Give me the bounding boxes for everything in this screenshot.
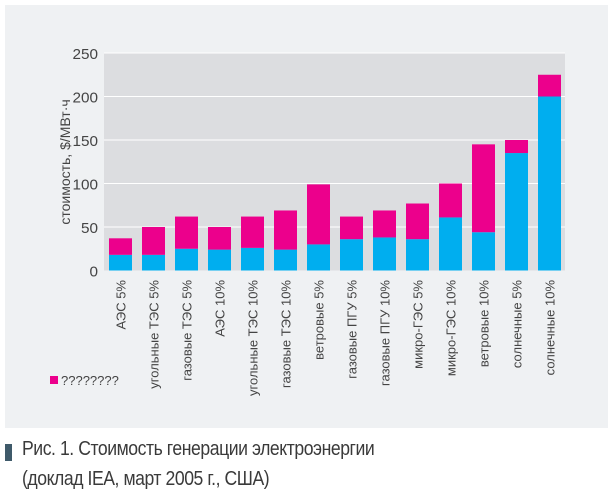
bar-extra xyxy=(142,227,165,255)
x-tick-label: газовые ПГУ 10% xyxy=(378,280,393,386)
bar-base xyxy=(109,254,132,271)
bar-base xyxy=(307,244,330,271)
y-tick-label: 150 xyxy=(73,133,99,150)
bar-base xyxy=(340,239,363,271)
x-tick-label: угольные ТЭС 5% xyxy=(147,280,162,389)
bar-extra xyxy=(208,227,231,250)
x-tick-label: микро-ГЭС 5% xyxy=(411,280,426,369)
x-tick-label: ветровые 5% xyxy=(312,280,327,360)
bar-extra xyxy=(406,203,429,240)
bar-extra xyxy=(340,216,363,240)
stacked-bar-chart: 0 50 100 150 200 250 стоимость, $/МВт·ч АЭС 5% у… xyxy=(50,46,565,396)
x-tick-label: солнечные 10% xyxy=(543,280,558,376)
bar-extra xyxy=(439,183,462,218)
bar-extra xyxy=(505,140,528,154)
legend-swatch xyxy=(50,376,58,384)
caption-line-1: Рис. 1. Стоимость генерации электроэнерг… xyxy=(22,438,375,460)
bar-base xyxy=(505,153,528,271)
bar-extra xyxy=(538,74,561,97)
bar-base xyxy=(175,248,198,271)
x-tick-label: газовые ТЭС 10% xyxy=(279,280,294,388)
legend-label: ???????? xyxy=(61,373,119,388)
y-tick-label: 100 xyxy=(73,177,99,194)
bar-extra xyxy=(307,184,330,245)
x-tick-label: АЭС 10% xyxy=(213,280,228,337)
y-tick-label: 250 xyxy=(73,46,99,63)
bar-base xyxy=(439,217,462,271)
x-tick-label: газовые ТЭС 5% xyxy=(180,280,195,381)
bar-base xyxy=(208,249,231,271)
x-tick-label: микро-ГЭС 10% xyxy=(444,280,459,377)
x-tick-label: ветровые 10% xyxy=(477,280,492,368)
bar-extra xyxy=(241,216,264,248)
y-tick-label: 200 xyxy=(73,90,99,107)
y-axis-label: стоимость, $/МВт·ч xyxy=(57,99,73,224)
caption-marker xyxy=(5,444,12,461)
x-tick-label: угольные ТЭС 10% xyxy=(246,280,261,396)
bar-extra xyxy=(274,210,297,250)
bar-extra xyxy=(373,210,396,238)
bar-extra xyxy=(175,216,198,249)
bar-base xyxy=(538,96,561,271)
x-tick-label: АЭС 5% xyxy=(114,280,129,330)
bar-base xyxy=(373,237,396,271)
caption-line-2: (доклад IEA, март 2005 г., США) xyxy=(22,468,270,490)
bar-base xyxy=(472,232,495,271)
x-tick-label: газовые ПГУ 5% xyxy=(345,280,360,379)
bar-base xyxy=(241,247,264,271)
bar-base xyxy=(142,254,165,271)
x-tick-label: солнечные 5% xyxy=(510,280,525,369)
bar-base xyxy=(406,239,429,271)
bar-extra xyxy=(472,144,495,233)
y-tick-label: 0 xyxy=(90,264,99,281)
plot-area xyxy=(104,53,565,271)
y-tick-label: 50 xyxy=(81,220,98,237)
bar-base xyxy=(274,249,297,271)
bar-extra xyxy=(109,238,132,255)
